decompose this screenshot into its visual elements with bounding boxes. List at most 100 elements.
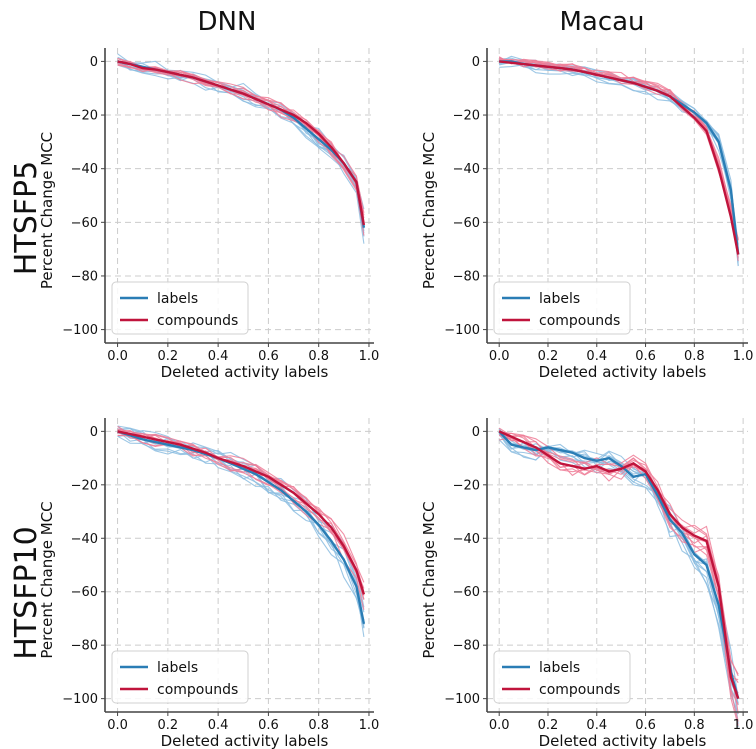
y-tick-label: −60 [71,585,98,600]
y-tick-label: 0 [90,425,98,440]
legend-label-labels: labels [157,291,198,307]
x-axis-label: Deleted activity labels [539,732,707,749]
replicate-line-labels [499,61,739,259]
replicate-line-compounds [498,56,739,258]
x-tick-label: 0.4 [208,718,229,733]
legend-label-compounds: compounds [539,682,620,698]
series-line-labels [499,60,740,255]
y-tick-label: 0 [472,55,480,70]
legend-label-labels: labels [539,660,580,676]
replicate-line-compounds [498,427,739,677]
replicate-line-compounds [499,57,739,248]
column-title-dnn: DNN [198,7,257,37]
legend-label-labels: labels [157,660,198,676]
replicate-line-compounds [499,58,739,240]
x-tick-label: 1.0 [359,349,380,364]
y-axis-label: Percent Change MCC [420,132,438,289]
x-axis-label: Deleted activity labels [161,732,329,749]
replicate-line-compounds [117,429,365,593]
y-tick-label: −100 [62,323,98,338]
x-tick-label: 0.8 [308,718,329,733]
y-tick-label: −20 [71,109,98,124]
replicate-line-compounds [117,429,365,596]
x-tick-label: 0.0 [489,349,510,364]
y-tick-label: −40 [71,532,98,547]
x-tick-label: 0.0 [107,349,128,364]
replicate-line-compounds [117,428,365,600]
y-tick-label: 0 [90,55,98,70]
y-tick-label: −60 [453,216,480,231]
y-tick-label: −40 [453,162,480,177]
panel-dnn-htsfp10: 0.0 0.2 0.4 0.6 0.8 1.0 0 −20 −40 −60 −80 −100 Delet… [38,418,379,749]
replicate-line-labels [117,430,365,628]
x-tick-label: 0.4 [208,349,229,364]
x-tick-label: 0.4 [586,349,607,364]
replicate-line-labels [117,434,365,621]
y-tick-label: −80 [453,639,480,654]
replicate-line-labels [498,55,739,250]
replicate-line-compounds [117,432,365,592]
replicate-line-labels [117,426,365,613]
replicate-line-compounds [498,56,739,251]
legend-label-compounds: compounds [157,313,238,329]
x-tick-label: 0.0 [107,718,128,733]
x-tick-label: 0.2 [158,718,179,733]
x-tick-label: 0.6 [635,349,656,364]
y-tick-label: −100 [444,323,480,338]
legend-label-compounds: compounds [539,313,620,329]
replicate-line-compounds [499,60,739,261]
panel-macau-htsfp10: 0.0 0.2 0.4 0.6 0.8 1.0 0 −20 −40 −60 −80 −100 Delet… [420,418,753,749]
x-axis-label: Deleted activity labels [539,363,707,381]
x-tick-label: 1.0 [359,718,380,733]
x-tick-label: 0.6 [258,349,279,364]
replicate-line-compounds [499,58,739,240]
y-axis-label: Percent Change MCC [38,132,56,289]
y-tick-label: −40 [71,162,98,177]
replicate-line-compounds [117,430,365,594]
replicate-line-compounds [499,58,739,251]
y-axis-label: Percent Change MCC [38,501,56,658]
replicate-line-labels [499,62,739,262]
replicate-line-labels [499,61,739,256]
x-tick-label: 0.4 [586,718,607,733]
y-tick-label: −20 [71,478,98,493]
series-line-compounds [117,430,366,595]
replicate-line-labels [499,64,739,263]
x-tick-label: 1.0 [733,718,754,733]
replicate-line-compounds [499,60,739,239]
replicate-line-labels [499,60,739,266]
y-tick-label: −40 [453,532,480,547]
series-line-compounds [498,430,740,699]
x-tick-label: 0.6 [635,718,656,733]
y-axis-label: Percent Change MCC [420,501,438,658]
series-line-compounds [117,60,366,226]
replicate-line-labels [117,53,365,210]
replicate-line-compounds [117,430,365,583]
legend-label-labels: labels [539,291,580,307]
x-tick-label: 1.0 [733,349,754,364]
series-line-compounds [499,60,740,255]
replicate-line-compounds [117,57,365,216]
x-tick-label: 0.8 [684,718,705,733]
legend-label-compounds: compounds [157,682,238,698]
y-tick-label: −20 [453,109,480,124]
y-tick-label: −60 [71,216,98,231]
y-tick-label: −60 [453,585,480,600]
row-title-htsfp5: HTSFP5 [9,161,44,275]
y-tick-label: −80 [453,269,480,284]
panel-macau-htsfp5: 0.0 0.2 0.4 0.6 0.8 1.0 0 −20 −40 −60 −80 −100 Delet… [420,48,753,381]
y-tick-label: −100 [444,692,480,707]
replicate-line-compounds [499,58,739,241]
column-title-macau: Macau [559,7,644,37]
replicate-line-labels [117,428,365,629]
x-tick-label: 0.8 [684,349,705,364]
row-title-htsfp10: HTSFP10 [9,526,44,659]
x-tick-label: 0.2 [538,349,559,364]
replicate-line-labels [499,57,739,245]
x-tick-label: 0.2 [158,349,179,364]
y-tick-label: −20 [453,478,480,493]
panel-dnn-htsfp5: 0.0 0.2 0.4 0.6 0.8 1.0 0 −20 −40 −60 −80 −100 Delet… [38,48,379,381]
x-tick-label: 0.2 [538,718,559,733]
y-tick-label: −100 [62,692,98,707]
